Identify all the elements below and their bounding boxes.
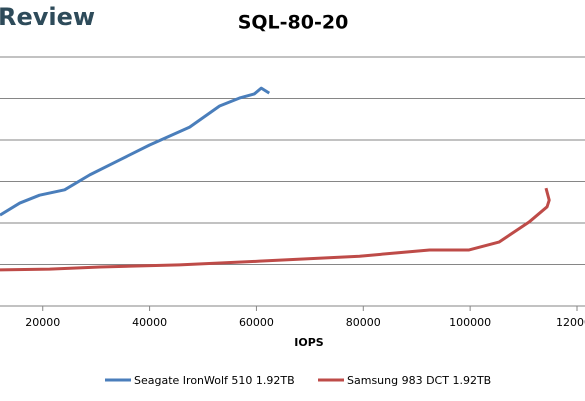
series-line <box>0 86 271 217</box>
x-tick-label: 60000 <box>239 316 274 329</box>
x-tick-label: 100000 <box>449 316 491 329</box>
x-tick-label: 80000 <box>346 316 381 329</box>
x-axis-label: IOPS <box>294 336 324 349</box>
chart-title: SQL-80-20 <box>238 12 349 34</box>
x-tick-label: 120000 <box>556 316 585 329</box>
legend-label: Seagate IronWolf 510 1.92TB <box>134 374 295 387</box>
legend-label: Samsung 983 DCT 1.92TB <box>347 374 491 387</box>
x-tick-label: 20000 <box>25 316 60 329</box>
series-line <box>0 187 551 272</box>
x-tick-label: 40000 <box>132 316 167 329</box>
logo-text: Review <box>0 3 95 31</box>
